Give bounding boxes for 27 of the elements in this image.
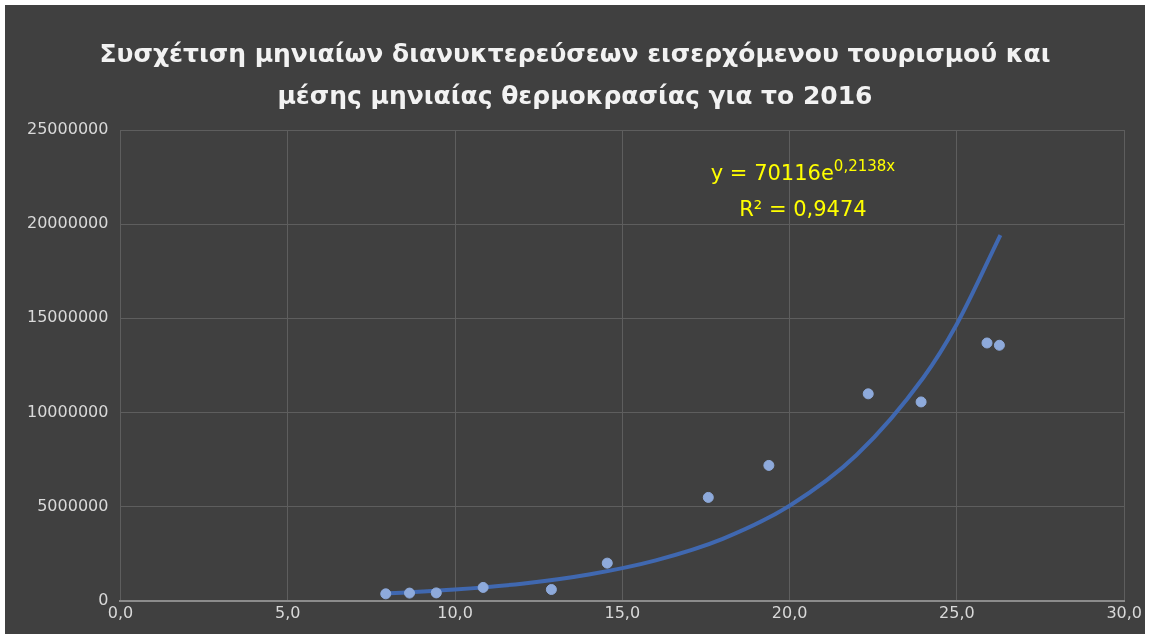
x-tick-label: 25,0 [939, 602, 975, 622]
point [430, 587, 442, 599]
annotation: R² = 0,9474 [739, 197, 867, 221]
y-tick-label: 20000000 [27, 213, 109, 233]
point [601, 557, 613, 569]
x-tick-label: 30,0 [1106, 602, 1142, 622]
y-tick-label: 0 [98, 589, 109, 609]
point [763, 459, 775, 471]
x-tick-label: 0,0 [107, 602, 134, 622]
chart-title: Συσχέτιση μηνιαίων διανυκτερεύσεων εισερχόμενου τουρισμού και μέσης μηνιαίας θερμοκρασίας για το 2016 [98, 38, 1052, 112]
y-tick-label: 25000000 [27, 119, 109, 139]
point [862, 388, 874, 400]
point [380, 588, 392, 600]
y-tick-label: 5000000 [37, 495, 109, 515]
point [702, 491, 714, 503]
point [477, 581, 489, 593]
point [981, 337, 993, 349]
y-tick-label: 15000000 [27, 307, 109, 327]
y-tick-label: 10000000 [27, 401, 109, 421]
point [993, 339, 1005, 351]
x-tick-label: 10,0 [437, 602, 473, 622]
point [915, 396, 927, 408]
x-tick-label: 20,0 [771, 602, 808, 622]
x-tick-label: 5,0 [275, 602, 301, 622]
point [404, 587, 416, 599]
point [545, 584, 557, 595]
x-tick-label: 15,0 [604, 602, 641, 622]
